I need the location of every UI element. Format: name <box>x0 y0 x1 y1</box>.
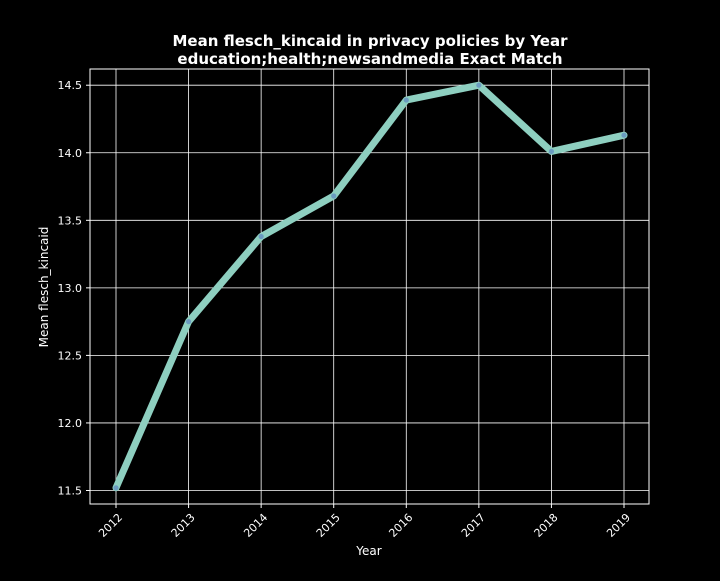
x-tick-label: 2018 <box>532 511 561 540</box>
x-tick-label: 2015 <box>314 511 343 540</box>
y-tick-labels: 11.5 12.0 12.5 13.0 13.5 14.0 14.5 <box>58 79 90 497</box>
x-tick-label: 2013 <box>169 511 198 540</box>
x-tick-label: 2014 <box>241 511 270 540</box>
data-point <box>621 132 627 138</box>
y-axis-label: Mean flesch_kincaid <box>37 227 51 348</box>
chart-title: Mean flesch_kincaid in privacy policies … <box>172 32 568 50</box>
grid-lines <box>90 69 649 504</box>
series-line-layer <box>112 81 628 492</box>
x-tick-label: 2012 <box>96 511 125 540</box>
y-tick-label: 12.0 <box>58 417 83 430</box>
y-tick-label: 14.0 <box>58 147 83 160</box>
x-tick-label: 2016 <box>386 511 415 540</box>
y-tick-label: 14.5 <box>58 79 83 92</box>
x-axis-label: Year <box>355 544 381 558</box>
y-tick-label: 13.0 <box>58 282 83 295</box>
data-point <box>113 485 119 491</box>
y-tick-label: 12.5 <box>58 349 83 362</box>
chart-subtitle: education;health;newsandmedia Exact Matc… <box>177 50 562 68</box>
data-point <box>258 233 264 240</box>
data-point <box>185 319 192 325</box>
data-point <box>403 97 409 103</box>
y-tick-label: 11.5 <box>58 484 83 497</box>
data-point <box>331 193 337 199</box>
data-point <box>548 148 555 155</box>
x-tick-labels: 2012 2013 2014 2015 2016 2017 2018 2019 <box>96 504 633 540</box>
x-tick-label: 2019 <box>604 511 633 540</box>
x-tick-label: 2017 <box>459 511 488 540</box>
series-line <box>112 81 628 492</box>
data-point <box>476 82 482 88</box>
y-tick-label: 13.5 <box>58 214 83 227</box>
series-markers <box>113 82 627 491</box>
plot-area <box>89 68 650 505</box>
